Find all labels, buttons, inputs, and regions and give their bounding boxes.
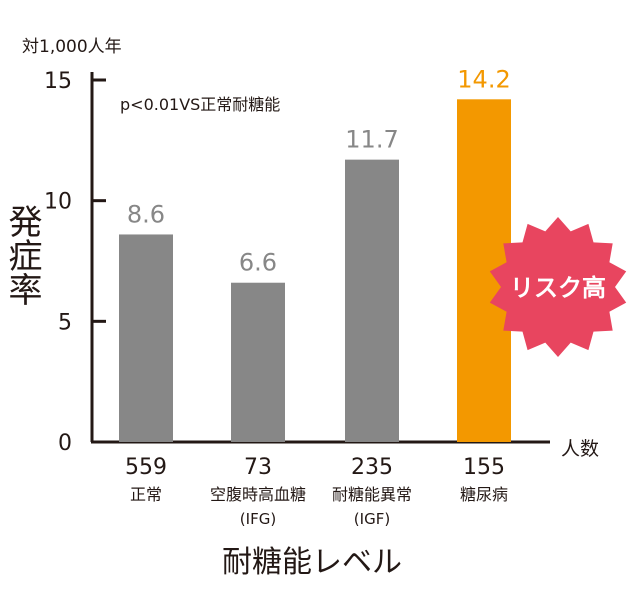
category-name-label: 耐糖能異常 — [332, 485, 412, 504]
unit-label: 対1,000人年 — [22, 37, 122, 57]
bar — [231, 282, 285, 442]
bar — [345, 159, 399, 442]
category-sub-label: (IFG) — [240, 510, 276, 528]
y-tick-label: 15 — [44, 69, 72, 94]
category-count-label: 235 — [351, 455, 393, 480]
bar-value-label: 14.2 — [457, 65, 510, 93]
y-axis-label: 発症率 — [2, 204, 42, 306]
category-count-label: 559 — [125, 455, 167, 480]
y-tick-label: 5 — [58, 310, 72, 335]
risk-starburst — [489, 217, 627, 357]
x-axis-label: 耐糖能レベル — [222, 545, 402, 580]
y-tick-label: 0 — [58, 431, 72, 456]
category-name-label: 糖尿病 — [460, 485, 508, 504]
bar-value-label: 8.6 — [127, 200, 165, 228]
category-sub-label: (IGF) — [354, 510, 390, 528]
bar-value-label: 6.6 — [239, 249, 277, 277]
category-name-label: 空腹時高血糖 — [210, 485, 306, 504]
category-name-label: 正常 — [130, 485, 162, 504]
category-count-label: 73 — [244, 455, 272, 480]
bar-value-label: 11.7 — [345, 126, 398, 154]
significance-annotation: p<0.01VS正常耐糖能 — [120, 95, 280, 114]
bar — [119, 234, 173, 442]
risk-callout-label: リスク高 — [510, 274, 606, 302]
category-count-label: 155 — [463, 455, 505, 480]
x-axis-end-label: 人数 — [561, 438, 599, 460]
y-tick-label: 10 — [44, 190, 72, 215]
